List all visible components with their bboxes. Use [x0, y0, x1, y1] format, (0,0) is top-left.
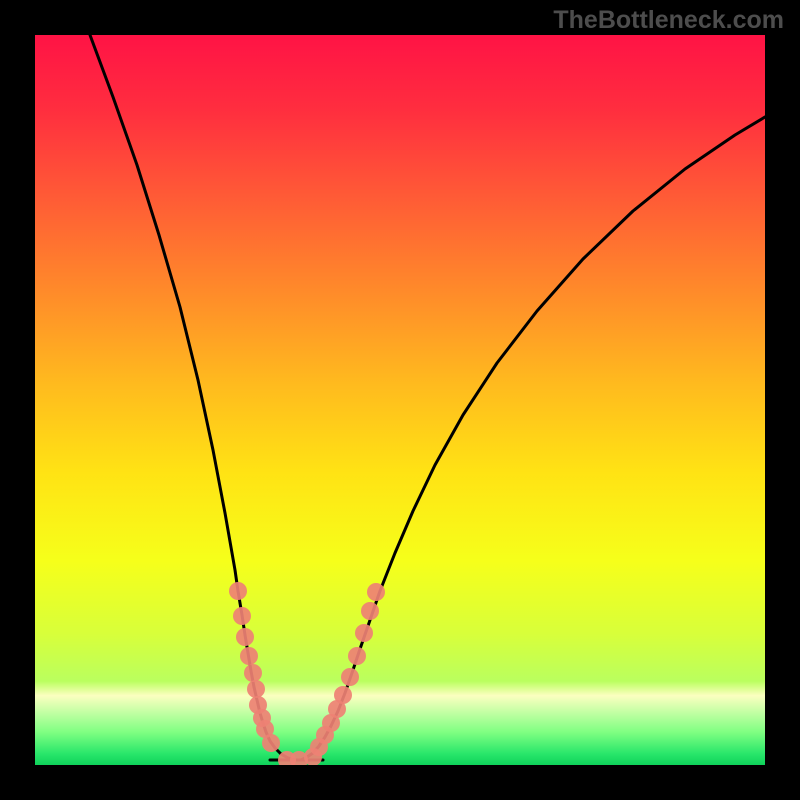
marker-dot — [355, 624, 373, 642]
marker-dot — [229, 582, 247, 600]
marker-dot — [341, 668, 359, 686]
bottleneck-curve-right — [295, 117, 765, 760]
bottleneck-curve-left — [90, 35, 295, 760]
marker-dot — [247, 680, 265, 698]
marker-dot — [236, 628, 254, 646]
marker-dot — [348, 647, 366, 665]
marker-dot — [233, 607, 251, 625]
marker-dot — [361, 602, 379, 620]
marker-dot — [244, 664, 262, 682]
marker-dot — [262, 734, 280, 752]
marker-dot — [334, 686, 352, 704]
marker-group — [229, 582, 385, 765]
marker-dot — [240, 647, 258, 665]
watermark-text: TheBottleneck.com — [553, 6, 784, 35]
marker-dot — [367, 583, 385, 601]
plot-area — [35, 35, 765, 765]
curve-layer — [35, 35, 765, 765]
